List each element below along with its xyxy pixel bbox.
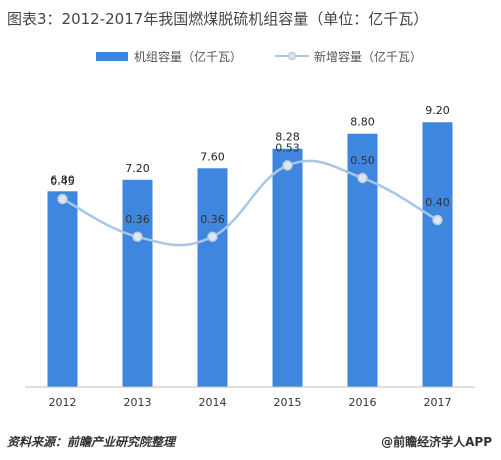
line-value-label-2017: 0.40: [425, 196, 450, 209]
legend-line-label: 新增容量（亿千瓦）: [314, 49, 422, 64]
bar-value-label-2012: 6.80: [50, 173, 75, 186]
x-tick-label-2015: 2015: [274, 396, 302, 409]
line-value-label-2013: 0.36: [125, 213, 150, 226]
chart-title: 图表3：2012-2017年我国燃煤脱硫机组容量（单位：亿千瓦）: [7, 10, 429, 28]
line-point-2016: [357, 172, 368, 184]
x-axis-ticks: 2012 2013 2014 2015 2016 2017: [49, 396, 452, 409]
line-point-2017: [432, 214, 443, 226]
x-tick-label-2014: 2014: [199, 396, 227, 409]
x-tick-label-2012: 2012: [49, 396, 77, 409]
bar-2017: [422, 122, 453, 387]
line-value-labels: 0.45 0.36 0.36 0.53 0.50 0.40: [50, 141, 450, 225]
x-tick-label-2016: 2016: [349, 396, 377, 409]
legend-item-line: 新增容量（亿千瓦）: [275, 49, 422, 64]
new-capacity-line: [61, 159, 439, 247]
legend-bar-label: 机组容量（亿千瓦）: [134, 49, 242, 64]
bar-value-label-2016: 8.80: [350, 116, 375, 129]
legend-line-marker: [287, 51, 297, 61]
bar-2015: [272, 148, 303, 387]
bar-2016: [347, 133, 378, 387]
line-point-2014: [207, 231, 218, 243]
line-markers: [57, 160, 443, 243]
bar-value-label-2017: 9.20: [425, 104, 450, 117]
line-value-label-2016: 0.50: [350, 154, 375, 167]
line-value-label-2012: 0.45: [50, 175, 75, 188]
source-note: 资料来源：前瞻产业研究院整理: [7, 435, 176, 449]
line-point-2015: [282, 160, 293, 171]
x-tick-label-2017: 2017: [424, 396, 452, 409]
legend-bar-swatch: [96, 52, 128, 61]
line-value-label-2014: 0.36: [200, 213, 225, 226]
x-tick-label-2013: 2013: [124, 396, 152, 409]
line-point-2012: [57, 193, 68, 205]
brand-mark: @前瞻经济学人APP: [381, 435, 492, 449]
bar-value-label-2013: 7.20: [125, 162, 150, 175]
legend: 机组容量（亿千瓦） 新增容量（亿千瓦）: [96, 49, 422, 64]
bar-value-label-2014: 7.60: [200, 150, 225, 163]
bar-value-label-2015: 8.28: [275, 131, 300, 144]
line-value-label-2015: 0.53: [275, 141, 300, 154]
line-point-2013: [132, 231, 143, 243]
legend-item-bar: 机组容量（亿千瓦）: [96, 49, 242, 64]
bar-value-labels: 6.80 7.20 7.60 8.28 8.80 9.20: [50, 104, 450, 186]
bar-2013: [122, 179, 153, 387]
bars: [47, 122, 453, 387]
bar-2014: [197, 168, 228, 387]
bar-2012: [47, 191, 78, 387]
